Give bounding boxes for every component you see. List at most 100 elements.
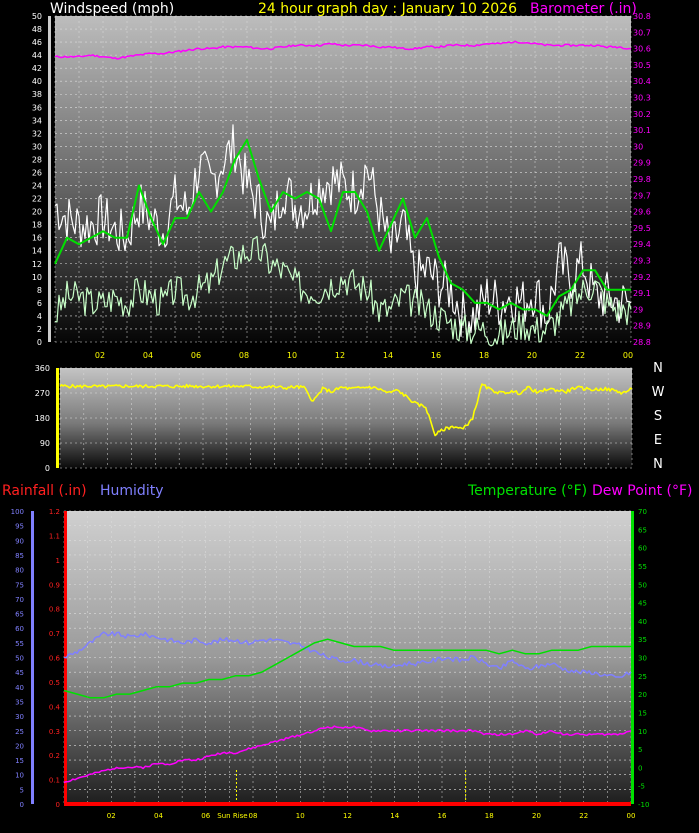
barometer-tick-label: 29.8 (633, 175, 651, 184)
barometer-tick-label: 30.4 (633, 77, 651, 86)
temp-tick-label: 20 (638, 691, 647, 699)
temp-tick-label: -10 (638, 801, 649, 809)
direction-tick-label: 0 (45, 464, 50, 473)
compass-label: N (653, 457, 663, 472)
temp-x-tick-label: Sun Rise (217, 812, 247, 820)
wind-tick-label: 2 (37, 325, 42, 334)
barometer-tick-label: 30.2 (633, 110, 651, 119)
rain-tick-label: 1 (56, 557, 60, 565)
barometer-tick-label: 30.7 (633, 28, 651, 37)
humidity-tick-label: 25 (15, 728, 24, 736)
barometer-tick-label: 29.7 (633, 191, 651, 200)
temp-tick-label: 25 (638, 673, 647, 681)
humidity-tick-label: 85 (15, 552, 24, 560)
humidity-tick-label: 100 (11, 508, 24, 516)
humidity-tick-label: 0 (20, 801, 24, 809)
compass-label: N (653, 361, 663, 376)
wind-tick-label: 48 (32, 25, 42, 34)
compass-label: W (652, 385, 665, 400)
temp-tick-label: 70 (638, 508, 647, 516)
temp-x-tick-label: 18 (485, 812, 494, 820)
temp-x-tick-label: 14 (390, 812, 399, 820)
wind-tick-label: 18 (32, 221, 42, 230)
wind-tick-label: 50 (32, 12, 42, 21)
wind-tick-label: 34 (32, 116, 42, 125)
humidity-tick-label: 30 (15, 713, 24, 721)
temp-tick-label: 65 (638, 526, 647, 534)
wind-x-tick-label: 12 (335, 351, 345, 360)
humidity-tick-label: 5 (20, 786, 24, 794)
temp-x-tick-label: 10 (296, 812, 305, 820)
barometer-tick-label: 30.5 (633, 61, 651, 70)
humidity-tick-label: 95 (15, 523, 24, 531)
direction-axis-bar (56, 368, 59, 468)
direction-series (59, 383, 633, 437)
wind-tick-label: 28 (32, 155, 42, 164)
humidity-tick-label: 80 (15, 567, 24, 575)
temp-tick-label: 50 (638, 581, 647, 589)
barometer-tick-label: 29.6 (633, 208, 651, 217)
wind-axis-label: Windspeed (mph) (50, 1, 174, 17)
temp-x-tick-label: 06 (201, 812, 210, 820)
wind-tick-label: 24 (32, 182, 42, 191)
barometer-line (54, 40, 631, 60)
humidity-tick-label: 60 (15, 625, 24, 633)
temperature-axis-label: Temperature (°F) (467, 483, 587, 499)
temp-x-tick-label: 16 (438, 812, 447, 820)
humidity-tick-label: 50 (15, 655, 24, 663)
wind-tick-label: 20 (32, 208, 42, 217)
temp-axis-bar (631, 511, 634, 804)
wind-panel-background (55, 16, 631, 342)
wind-tick-label: 36 (32, 103, 42, 112)
temp-x-tick-label: 02 (107, 812, 116, 820)
temp-tick-label: -5 (638, 783, 645, 791)
barometer-tick-label: 30.8 (633, 12, 651, 21)
wind-tick-label: 16 (32, 234, 42, 243)
barometer-tick-label: 28.8 (633, 338, 651, 347)
temp-x-tick-label: 22 (579, 812, 588, 820)
wind-x-tick-label: 20 (527, 351, 537, 360)
humidity-tick-label: 35 (15, 698, 24, 706)
wind-tick-label: 6 (37, 299, 42, 308)
wind-tick-label: 4 (37, 312, 42, 321)
wind-x-tick-label: 16 (431, 351, 441, 360)
wind-x-tick-label: 10 (287, 351, 297, 360)
barometer-tick-label: 28.9 (633, 322, 651, 331)
dewpoint-line (63, 725, 632, 784)
wind-x-tick-label: 02 (95, 351, 105, 360)
wind-x-tick-label: 22 (575, 351, 585, 360)
barometer-tick-label: 29.4 (633, 240, 651, 249)
rain-tick-label: 0.8 (49, 606, 60, 614)
temp-tick-label: 55 (638, 563, 647, 571)
temp-x-tick-label: 04 (154, 812, 163, 820)
wind-axis-bar (48, 16, 51, 342)
rain-tick-label: 0.7 (49, 630, 60, 638)
rain-tick-label: 0.3 (49, 728, 60, 736)
direction-tick-label: 360 (35, 364, 50, 373)
wind-tick-label: 46 (32, 38, 42, 47)
humidity-tick-label: 75 (15, 581, 24, 589)
temp-tick-label: 30 (638, 655, 647, 663)
rain-tick-label: 1.1 (49, 532, 60, 540)
wind-x-tick-label: 04 (143, 351, 153, 360)
rain-tick-label: 0 (56, 801, 60, 809)
barometer-tick-label: 29.9 (633, 159, 651, 168)
humidity-tick-label: 90 (15, 537, 24, 545)
barometer-tick-label: 29.5 (633, 224, 651, 233)
wind-tick-label: 8 (37, 286, 42, 295)
wind-tick-label: 22 (32, 195, 42, 204)
compass-label: E (654, 433, 662, 448)
rain-tick-label: 0.2 (49, 752, 60, 760)
barometer-tick-label: 29.2 (633, 273, 651, 282)
temp-tick-label: 40 (638, 618, 647, 626)
temp-tick-label: 45 (638, 600, 647, 608)
wind-tick-label: 26 (32, 168, 42, 177)
temp-x-tick-label: 00 (627, 812, 636, 820)
barometer-tick-label: 30 (633, 142, 643, 151)
wind-tick-label: 40 (32, 77, 42, 86)
direction-tick-label: 270 (35, 389, 50, 398)
wind-x-tick-label: 08 (239, 351, 249, 360)
direction-tick-label: 90 (40, 439, 50, 448)
temp-x-tick-label: 12 (343, 812, 352, 820)
